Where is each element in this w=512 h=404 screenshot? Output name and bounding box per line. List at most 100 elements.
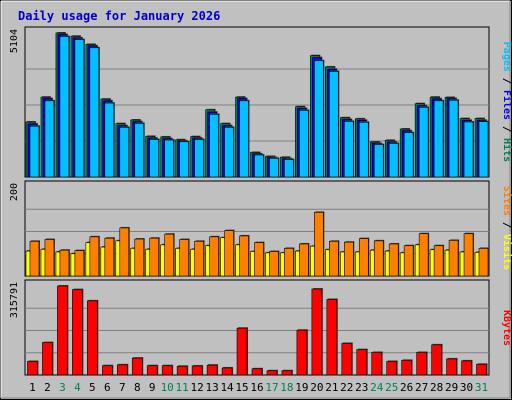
x-tick-label: 5 bbox=[89, 381, 96, 394]
legend-separator: / bbox=[501, 216, 512, 234]
chart-title: Daily usage for January 2026 bbox=[18, 9, 220, 23]
bar-pages-day-22 bbox=[344, 121, 354, 178]
bar-sites-day-21 bbox=[329, 240, 339, 277]
bar-kbytes-day-5 bbox=[87, 300, 98, 376]
bar-sites-day-6 bbox=[104, 237, 115, 277]
x-tick-label: 7 bbox=[119, 381, 126, 394]
bar-sites-day-27 bbox=[418, 233, 429, 277]
bar-pages-day-29 bbox=[448, 99, 459, 178]
bar-pages-day-10 bbox=[164, 139, 174, 178]
x-tick-label: 9 bbox=[149, 381, 156, 394]
bar-sites-day-9 bbox=[149, 237, 160, 277]
bar-kbytes-day-30 bbox=[461, 360, 472, 376]
bar-pages-day-6 bbox=[104, 102, 115, 178]
x-tick-label: 27 bbox=[415, 381, 428, 394]
bar-kbytes-day-16 bbox=[251, 368, 263, 376]
bar-kbytes-day-25 bbox=[386, 361, 398, 376]
x-tick-label: 21 bbox=[325, 381, 338, 394]
x-tick-label: 11 bbox=[176, 381, 189, 394]
bar-pages-day-12 bbox=[194, 139, 204, 178]
bar-sites-day-7 bbox=[119, 227, 130, 277]
bar-pages-day-31 bbox=[478, 121, 489, 178]
bar-pages-day-23 bbox=[358, 121, 369, 178]
bar-kbytes-day-4 bbox=[72, 289, 83, 376]
bar-sites-day-20 bbox=[314, 212, 324, 277]
x-tick-label: 8 bbox=[134, 381, 141, 394]
bar-kbytes-day-23 bbox=[356, 349, 368, 376]
bar-sites-day-28 bbox=[433, 245, 444, 277]
legend-pages: Pages bbox=[501, 42, 512, 72]
chart-panels: 5104 Pages / Files / Hits 200 Sites / Visit… bbox=[9, 26, 512, 376]
bar-pages-day-1 bbox=[29, 125, 40, 178]
bar-sites-day-5 bbox=[89, 236, 100, 277]
panel-hits-files-pages: 5104 Pages / Files / Hits bbox=[9, 26, 512, 178]
panel-visits-sites: 200 Sites / Visits bbox=[9, 180, 512, 277]
legend-sites: Sites bbox=[501, 186, 512, 216]
x-tick-label: 19 bbox=[295, 381, 308, 394]
bar-sites-day-31 bbox=[478, 248, 489, 277]
legend-visits: Visits bbox=[501, 234, 512, 270]
x-tick-label: 30 bbox=[460, 381, 473, 394]
x-tick-label: 16 bbox=[250, 381, 263, 394]
y-max-label: 200 bbox=[9, 183, 20, 201]
x-tick-label: 4 bbox=[74, 381, 81, 394]
x-tick-label: 22 bbox=[340, 381, 353, 394]
bar-sites-day-12 bbox=[194, 240, 204, 277]
bar-kbytes-day-21 bbox=[326, 299, 338, 376]
panel-kbytes: 315791 KBytes bbox=[9, 279, 512, 376]
bar-pages-day-3 bbox=[59, 36, 70, 178]
bar-sites-day-17 bbox=[269, 251, 279, 277]
bar-kbytes-day-15 bbox=[236, 327, 248, 376]
series-legend: KBytes bbox=[501, 310, 512, 346]
bar-pages-day-8 bbox=[134, 123, 145, 178]
y-max-label: 5104 bbox=[9, 29, 20, 53]
bar-pages-day-18 bbox=[284, 159, 294, 178]
bar-kbytes-day-7 bbox=[116, 364, 128, 376]
x-tick-label: 17 bbox=[265, 381, 278, 394]
bar-kbytes-day-1 bbox=[27, 361, 38, 376]
x-tick-label: 24 bbox=[370, 381, 384, 394]
legend-separator: / bbox=[501, 72, 512, 90]
legend-kbytes: KBytes bbox=[501, 310, 512, 346]
bar-pages-day-16 bbox=[254, 154, 264, 178]
bar-kbytes-day-19 bbox=[296, 329, 308, 376]
bar-pages-day-26 bbox=[403, 132, 414, 178]
bar-sites-day-1 bbox=[29, 240, 40, 277]
bar-pages-day-13 bbox=[209, 114, 219, 178]
x-tick-label: 12 bbox=[191, 381, 204, 394]
bar-sites-day-14 bbox=[224, 230, 234, 277]
bar-pages-day-17 bbox=[269, 158, 279, 178]
bar-kbytes-day-18 bbox=[281, 370, 293, 376]
bar-kbytes-day-29 bbox=[446, 358, 457, 376]
bar-kbytes-day-17 bbox=[266, 370, 278, 376]
x-tick-label: 2 bbox=[44, 381, 51, 394]
bar-kbytes-day-14 bbox=[221, 367, 233, 376]
x-tick-label: 28 bbox=[430, 381, 443, 394]
x-tick-label: 26 bbox=[400, 381, 413, 394]
bar-pages-day-27 bbox=[418, 107, 429, 178]
bar-sites-day-23 bbox=[358, 238, 369, 277]
bar-pages-day-11 bbox=[179, 141, 189, 178]
x-tick-label: 3 bbox=[59, 381, 66, 394]
series-legend: Pages / Files / Hits bbox=[501, 42, 512, 162]
x-tick-label: 25 bbox=[385, 381, 398, 394]
bar-kbytes-day-6 bbox=[102, 365, 113, 376]
bar-kbytes-day-2 bbox=[42, 342, 53, 376]
x-tick-label: 10 bbox=[161, 381, 174, 394]
bar-kbytes-day-12 bbox=[191, 365, 203, 376]
bar-kbytes-day-20 bbox=[311, 288, 323, 376]
bar-sites-day-24 bbox=[373, 240, 384, 277]
legend-separator: / bbox=[501, 120, 512, 138]
panel-plot-area bbox=[24, 279, 490, 376]
bar-pages-day-9 bbox=[149, 139, 160, 178]
bar-kbytes-day-31 bbox=[476, 363, 487, 376]
x-axis-labels: 1 2 3 4 5 6 7 8 9 10 11 12 13 14 15 16 17 18 19 20 21 22 23 24 2… bbox=[29, 381, 488, 394]
bar-sites-day-3 bbox=[59, 249, 70, 277]
x-tick-label: 20 bbox=[310, 381, 323, 394]
bar-pages-day-7 bbox=[119, 127, 130, 178]
bar-sites-day-22 bbox=[344, 241, 354, 277]
x-tick-label: 31 bbox=[475, 381, 488, 394]
bar-pages-day-21 bbox=[329, 71, 339, 178]
bar-sites-day-2 bbox=[44, 239, 55, 277]
